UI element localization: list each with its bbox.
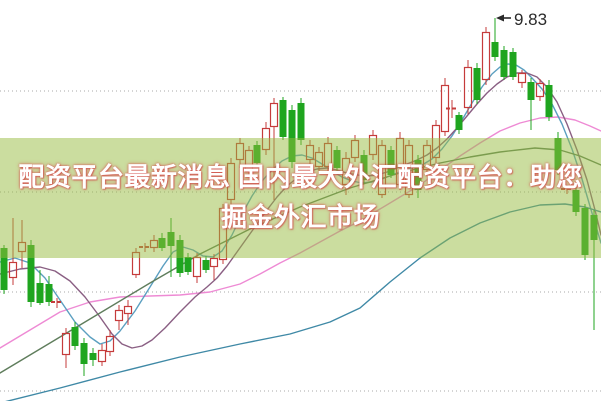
candle-up bbox=[192, 256, 202, 278]
headline-line-2: 掘金外汇市场 bbox=[220, 202, 380, 232]
candle-down bbox=[89, 353, 97, 360]
candle-down bbox=[288, 110, 296, 162]
candle-up bbox=[481, 31, 491, 81]
candle-up bbox=[61, 332, 71, 356]
candle-down bbox=[455, 115, 463, 130]
candle-down bbox=[527, 82, 535, 100]
candle-down bbox=[80, 343, 88, 364]
headline-banner: 配资平台最新消息 国内最大外汇配资平台：助您 掘金外汇市场 bbox=[0, 138, 601, 258]
candle-down bbox=[36, 283, 44, 303]
candle-up bbox=[97, 349, 107, 363]
candle-down bbox=[509, 52, 517, 77]
candle-down bbox=[279, 100, 287, 137]
candle-down bbox=[297, 103, 305, 140]
candle-down bbox=[473, 68, 481, 100]
candle-down bbox=[0, 248, 8, 290]
candle-up bbox=[209, 257, 219, 268]
candle-up bbox=[535, 82, 545, 98]
candle-up bbox=[269, 102, 279, 128]
candle-down bbox=[202, 260, 210, 270]
candle-down bbox=[45, 284, 53, 302]
candle-down bbox=[71, 327, 79, 346]
price-arrow-head bbox=[496, 14, 504, 22]
candle-down bbox=[184, 257, 192, 272]
candle-down bbox=[500, 50, 508, 77]
candle-up bbox=[517, 72, 527, 84]
candle-up bbox=[105, 335, 115, 353]
last-price-label: 9.83 bbox=[514, 10, 547, 29]
candle-down bbox=[27, 245, 35, 302]
headline-line-1: 配资平台最新消息 国内最大外汇配资平台：助您 bbox=[18, 162, 583, 192]
candle-up bbox=[114, 309, 124, 322]
candle-down bbox=[491, 42, 499, 57]
candle-up bbox=[463, 66, 473, 109]
candle-down bbox=[545, 85, 553, 117]
candle-up bbox=[8, 261, 18, 279]
candle-up bbox=[123, 305, 133, 315]
